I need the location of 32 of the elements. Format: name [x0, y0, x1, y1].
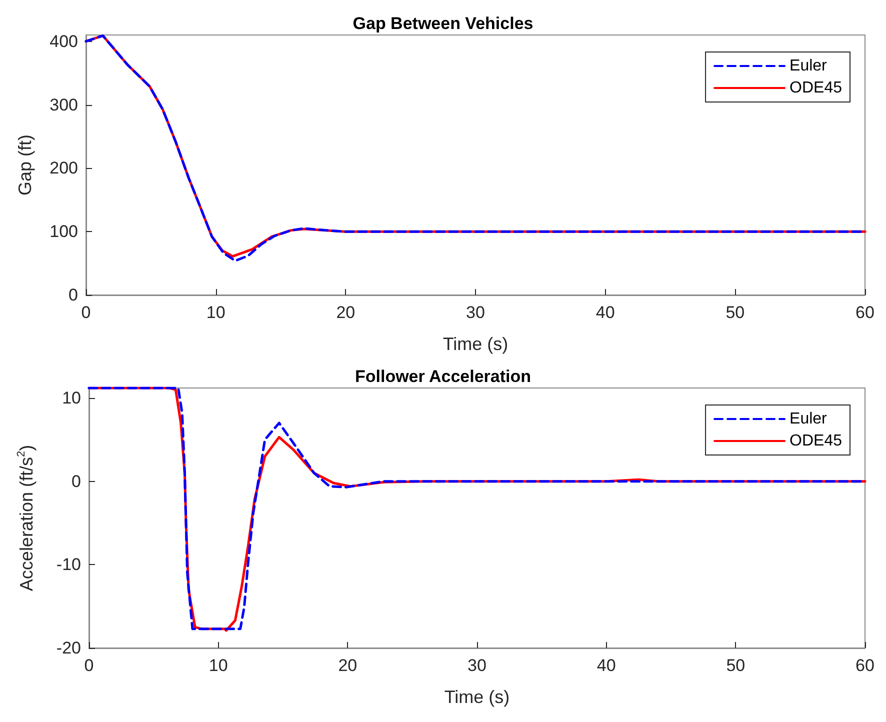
- y-tick-label: 10: [62, 388, 81, 408]
- x-tick-label: 10: [208, 656, 228, 675]
- y-tick-label: 100: [50, 222, 78, 242]
- x-tick-label: 30: [466, 303, 485, 322]
- chart-title: Gap Between Vehicles: [352, 14, 534, 33]
- legend-label: Euler: [790, 410, 828, 428]
- chart-title: Follower Acceleration: [354, 367, 532, 386]
- x-tick-label: 20: [336, 303, 356, 322]
- y-tick-label: 200: [50, 158, 78, 178]
- y-tick-label: -20: [56, 638, 81, 658]
- legend-label: ODE45: [790, 80, 842, 96]
- y-tick-label: 0: [72, 472, 81, 491]
- y-tick-label: 0: [68, 286, 78, 304]
- x-tick-label: 10: [206, 303, 226, 322]
- y-tick-label: 400: [50, 32, 78, 51]
- x-tick-label: 20: [338, 656, 358, 675]
- y-tick-label: -10: [56, 555, 81, 574]
- legend-label: Euler: [790, 58, 828, 74]
- x-tick-label: 40: [596, 303, 615, 322]
- x-axis-title: Time (s): [442, 334, 508, 354]
- x-tick-label: 60: [856, 303, 874, 322]
- y-axis-title: Acceleration (ft/s2): [16, 444, 36, 592]
- x-axis-title: Time (s): [444, 687, 510, 707]
- x-tick-label: 50: [726, 656, 746, 675]
- x-tick-label: 50: [726, 303, 745, 322]
- y-tick-label: 300: [50, 95, 78, 114]
- x-tick-label: 40: [596, 656, 616, 675]
- x-tick-label: 30: [468, 656, 486, 675]
- x-tick-label: 60: [856, 656, 874, 675]
- y-axis-title: Gap (ft): [15, 134, 35, 196]
- legend-label: ODE45: [790, 432, 842, 450]
- x-tick-label: 0: [84, 656, 94, 675]
